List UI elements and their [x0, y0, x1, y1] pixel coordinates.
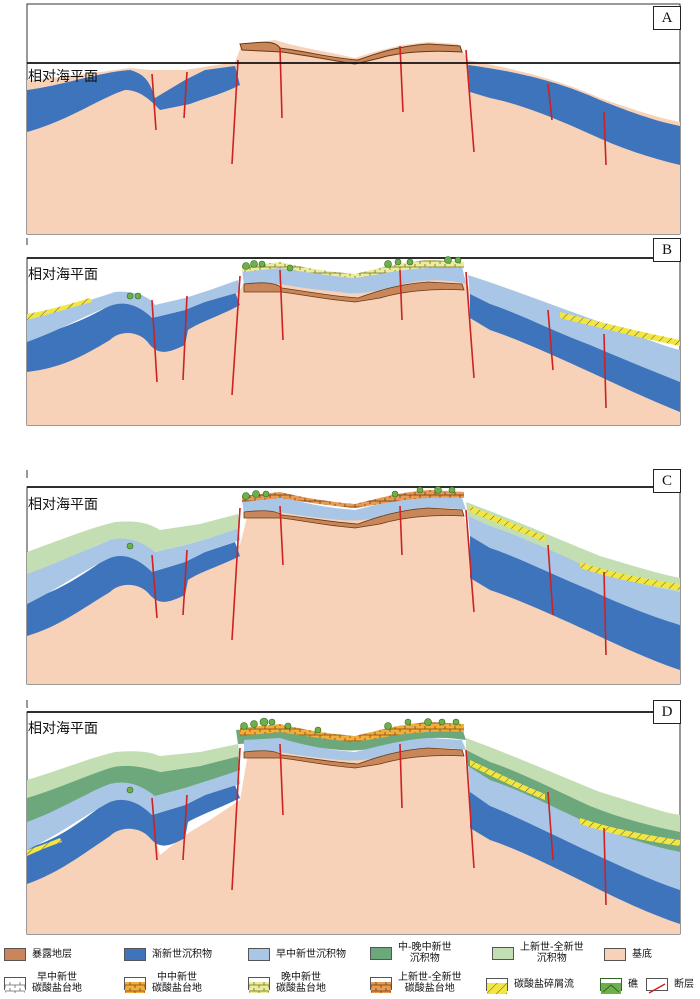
- legend-label: 中-晚中新世 沉积物: [398, 942, 452, 964]
- debris-d-right: [470, 760, 545, 800]
- sea-level-label-d: 相对海平面: [28, 721, 98, 737]
- legend-label: 早中新世 碳酸盐台地: [32, 972, 82, 994]
- legend-item-fault: 断层: [646, 978, 694, 994]
- legend-swatch-debris-flow: [486, 978, 508, 994]
- reefs-b: [126, 256, 462, 300]
- legend-item-reef: 礁: [600, 978, 638, 994]
- basement-d: [27, 738, 680, 934]
- basement-b: [27, 268, 680, 425]
- legend-item-pliocene-platform: 上新世-全新世 碳酸盐台地: [370, 972, 462, 994]
- panel-letter-d: D: [653, 700, 681, 724]
- debris-c-right2: [580, 562, 680, 590]
- panel-letter-c: C: [653, 469, 681, 493]
- legend-label: 礁: [628, 979, 638, 990]
- early-miocene-d-right: [468, 765, 680, 890]
- legend-label: 上新世-全新世 碳酸盐台地: [398, 972, 462, 994]
- debris-b-left: [27, 298, 92, 320]
- legend-item-pliocene-holocene: 上新世-全新世 沉积物: [492, 942, 584, 964]
- legend-swatch-pliocene-holocene: [492, 946, 514, 960]
- early-miocene-c-top: [242, 496, 466, 521]
- legend-swatch-pliocene-platform: [370, 976, 392, 993]
- legend-item-exposed: 暴露地层: [4, 948, 72, 961]
- oligocene-c-right: [470, 535, 680, 670]
- panel-letter-a: A: [653, 6, 681, 30]
- legend-label: 基底: [632, 949, 652, 960]
- sea-level-label-a: 相对海平面: [28, 69, 98, 85]
- early-miocene-c-right: [468, 515, 680, 625]
- legend-item-late-platform: 晚中新世 碳酸盐台地: [248, 972, 326, 994]
- legend-swatch-early-miocene: [248, 948, 270, 961]
- debris-b-right: [560, 312, 680, 346]
- debris-d-left: [27, 838, 62, 856]
- legend-label: 暴露地层: [32, 949, 72, 960]
- legend-swatch-late-platform: [248, 976, 270, 993]
- legend-swatch-exposed: [4, 948, 26, 961]
- early-miocene-c-left: [27, 526, 240, 604]
- pliocene-c-right: [466, 502, 680, 592]
- early-miocene-d-top: [244, 738, 466, 761]
- debris-c-right: [470, 506, 545, 542]
- oligocene-d-right: [470, 790, 680, 924]
- sea-level-label-c: 相对海平面: [28, 497, 98, 513]
- legend-item-mid-late-miocene: 中-晚中新世 沉积物: [370, 942, 452, 964]
- legend-swatch-oligocene: [124, 948, 146, 961]
- legend: 暴露地层 渐新世沉积物 早中新世沉积物 中-晚中新世 沉积物 上新世-全新世 沉…: [0, 942, 700, 999]
- legend-swatch-basement: [604, 948, 626, 961]
- legend-item-debris-flow: 碳酸盐碎屑流: [486, 978, 574, 994]
- oligocene-b-right: [470, 292, 680, 412]
- legend-item-basement: 基底: [604, 948, 652, 961]
- legend-label: 中中新世 碳酸盐台地: [152, 972, 202, 994]
- legend-label: 渐新世沉积物: [152, 949, 212, 960]
- early-miocene-b-top: [242, 264, 466, 294]
- reefs-c: [126, 486, 456, 550]
- oligocene-a-right: [468, 65, 680, 165]
- legend-swatch-middle-platform: [124, 976, 146, 993]
- sea-level-label-b: 相对海平面: [28, 267, 98, 283]
- legend-label: 碳酸盐碎屑流: [514, 979, 574, 990]
- legend-swatch-reef: [600, 978, 622, 994]
- mid-late-miocene-d-left: [27, 756, 240, 822]
- pliocene-c-left: [27, 514, 240, 574]
- platform-c-top: [242, 490, 464, 508]
- exposed-d: [243, 747, 465, 769]
- legend-label: 早中新世沉积物: [276, 949, 346, 960]
- pliocene-d-left: [27, 744, 240, 798]
- legend-label: 晚中新世 碳酸盐台地: [276, 972, 326, 994]
- platform-d-top: [240, 722, 464, 742]
- mid-late-miocene-d-right: [466, 748, 680, 852]
- panel-letter-b: B: [653, 238, 681, 262]
- early-miocene-d-left: [27, 768, 240, 850]
- legend-label: 断层: [674, 979, 694, 990]
- legend-item-oligocene: 渐新世沉积物: [124, 948, 212, 961]
- early-miocene-b-left: [27, 280, 240, 342]
- early-miocene-b-right: [468, 275, 680, 382]
- legend-label: 上新世-全新世 沉积物: [520, 942, 584, 964]
- legend-item-early-miocene: 早中新世沉积物: [248, 948, 346, 961]
- legend-item-early-platform: 早中新世 碳酸盐台地: [4, 972, 82, 994]
- pliocene-d-right: [466, 738, 680, 832]
- exposed-c: [243, 507, 465, 529]
- exposed-b: [243, 281, 465, 303]
- basement-c: [27, 500, 680, 684]
- legend-swatch-fault: [646, 978, 668, 994]
- reefs-d: [126, 717, 460, 794]
- legend-swatch-early-platform: [4, 976, 26, 993]
- legend-swatch-mid-late-miocene: [370, 946, 392, 960]
- legend-item-middle-platform: 中中新世 碳酸盐台地: [124, 972, 202, 994]
- debris-d-right2: [580, 818, 680, 846]
